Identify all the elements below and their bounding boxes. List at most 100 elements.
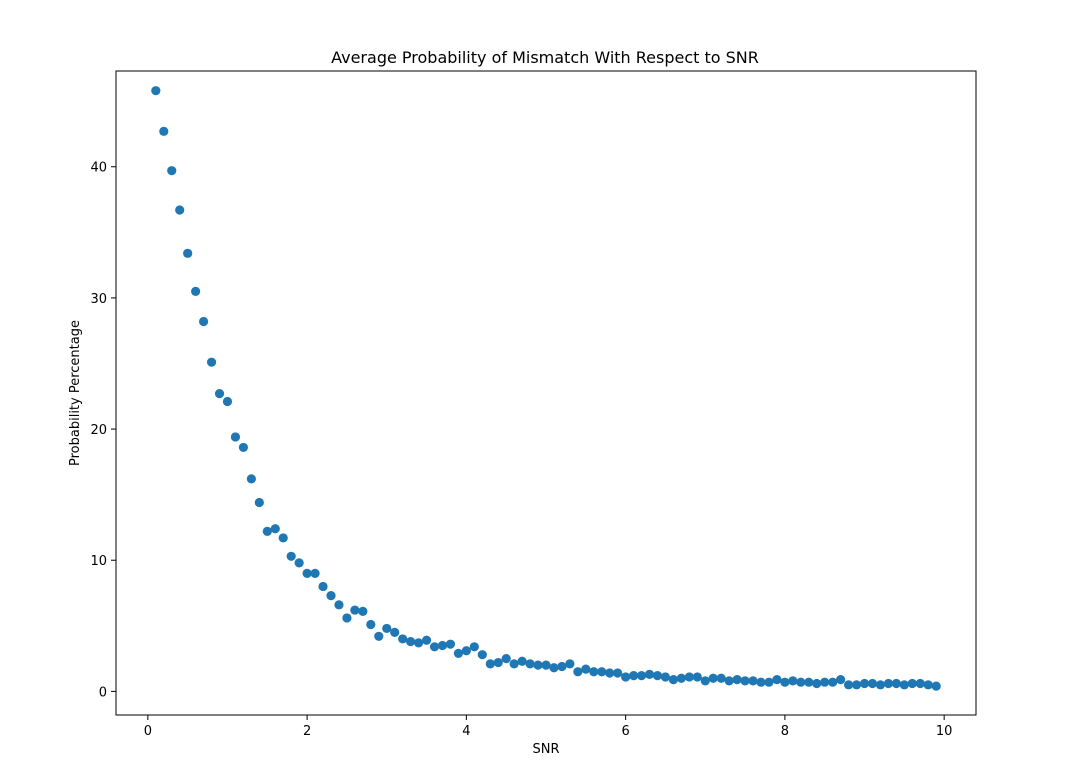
data-point <box>605 668 615 678</box>
data-point <box>350 605 360 615</box>
data-point <box>469 642 479 652</box>
data-point <box>923 680 933 690</box>
data-point <box>732 674 742 685</box>
data-point <box>557 661 567 672</box>
data-point <box>254 497 264 508</box>
data-point <box>167 166 177 176</box>
x-tick-label: 8 <box>781 724 789 739</box>
data-point <box>286 551 296 561</box>
data-point <box>883 678 894 689</box>
x-axis-label: SNR <box>532 742 559 757</box>
data-point <box>875 680 886 690</box>
data-point <box>509 659 519 669</box>
data-point <box>517 656 527 666</box>
data-point <box>764 677 774 687</box>
plot-frame <box>115 70 977 716</box>
data-point <box>549 663 559 673</box>
chart-title: Average Probability of Mismatch With Res… <box>331 48 759 67</box>
data-point <box>453 648 464 658</box>
data-point <box>573 667 583 677</box>
data-point <box>899 680 909 690</box>
data-point <box>334 600 344 610</box>
data-point <box>525 659 535 669</box>
data-point <box>748 676 758 686</box>
data-point <box>238 442 249 453</box>
x-tick-label: 0 <box>144 724 152 739</box>
data-point <box>366 619 376 630</box>
data-point <box>621 672 631 682</box>
data-point <box>278 533 288 543</box>
data-point <box>581 664 591 674</box>
data-point <box>445 639 456 649</box>
x-tick-label: 4 <box>462 724 470 739</box>
data-point <box>413 638 424 648</box>
data-point <box>780 677 790 687</box>
data-point <box>294 558 304 568</box>
data-point <box>668 674 679 685</box>
x-tick-label: 6 <box>621 724 629 739</box>
data-point <box>716 673 726 683</box>
data-point <box>867 678 878 689</box>
data-point <box>843 680 854 690</box>
data-point <box>485 659 495 669</box>
data-point <box>437 640 448 651</box>
data-point <box>398 634 408 644</box>
x-tick-label: 2 <box>303 724 311 739</box>
data-point <box>461 646 471 656</box>
data-point <box>429 642 440 652</box>
data-point <box>804 677 814 687</box>
y-tick-label: 40 <box>90 161 107 176</box>
data-point <box>198 316 209 327</box>
data-point <box>159 126 169 136</box>
y-axis-label: Probability Percentage <box>68 320 83 466</box>
data-point <box>565 659 575 669</box>
data-point <box>541 660 551 670</box>
data-point <box>859 678 870 689</box>
data-point <box>915 678 925 689</box>
data-point <box>477 650 487 660</box>
y-axis: 0 10 20 30 40 <box>90 161 116 700</box>
data-point <box>891 678 901 689</box>
data-point <box>700 676 710 686</box>
x-axis: 0 2 4 6 8 10 <box>144 715 953 739</box>
data-point <box>772 674 782 685</box>
data-point <box>684 672 694 682</box>
data-point <box>836 674 846 685</box>
data-point <box>851 680 862 690</box>
data-point <box>597 667 607 677</box>
data-point <box>326 591 336 601</box>
data-point <box>222 396 233 407</box>
data-point <box>358 606 368 616</box>
data-point <box>342 613 352 623</box>
x-tick-label: 10 <box>936 724 953 739</box>
data-point <box>907 678 917 689</box>
data-point <box>183 248 193 258</box>
data-point <box>246 474 256 484</box>
data-point <box>501 654 511 664</box>
data-point <box>151 86 161 96</box>
data-point <box>828 677 838 687</box>
data-point <box>270 524 280 534</box>
y-tick-label: 10 <box>90 554 107 569</box>
data-point <box>788 676 798 686</box>
data-point <box>191 286 201 296</box>
data-point <box>636 671 647 681</box>
data-point <box>628 671 639 681</box>
data-point <box>692 672 702 682</box>
data-point <box>756 677 766 687</box>
data-point <box>676 673 686 683</box>
data-point <box>796 677 806 687</box>
data-point <box>390 627 400 637</box>
data-point <box>652 671 663 681</box>
data-point <box>421 635 432 645</box>
y-tick-label: 0 <box>99 685 107 700</box>
data-point <box>740 676 750 686</box>
data-point <box>262 526 272 536</box>
data-point <box>318 581 328 592</box>
data-point <box>493 657 503 668</box>
data-point <box>175 205 185 215</box>
data-point <box>374 631 384 641</box>
data-point <box>812 678 822 689</box>
y-tick-label: 20 <box>90 423 107 438</box>
